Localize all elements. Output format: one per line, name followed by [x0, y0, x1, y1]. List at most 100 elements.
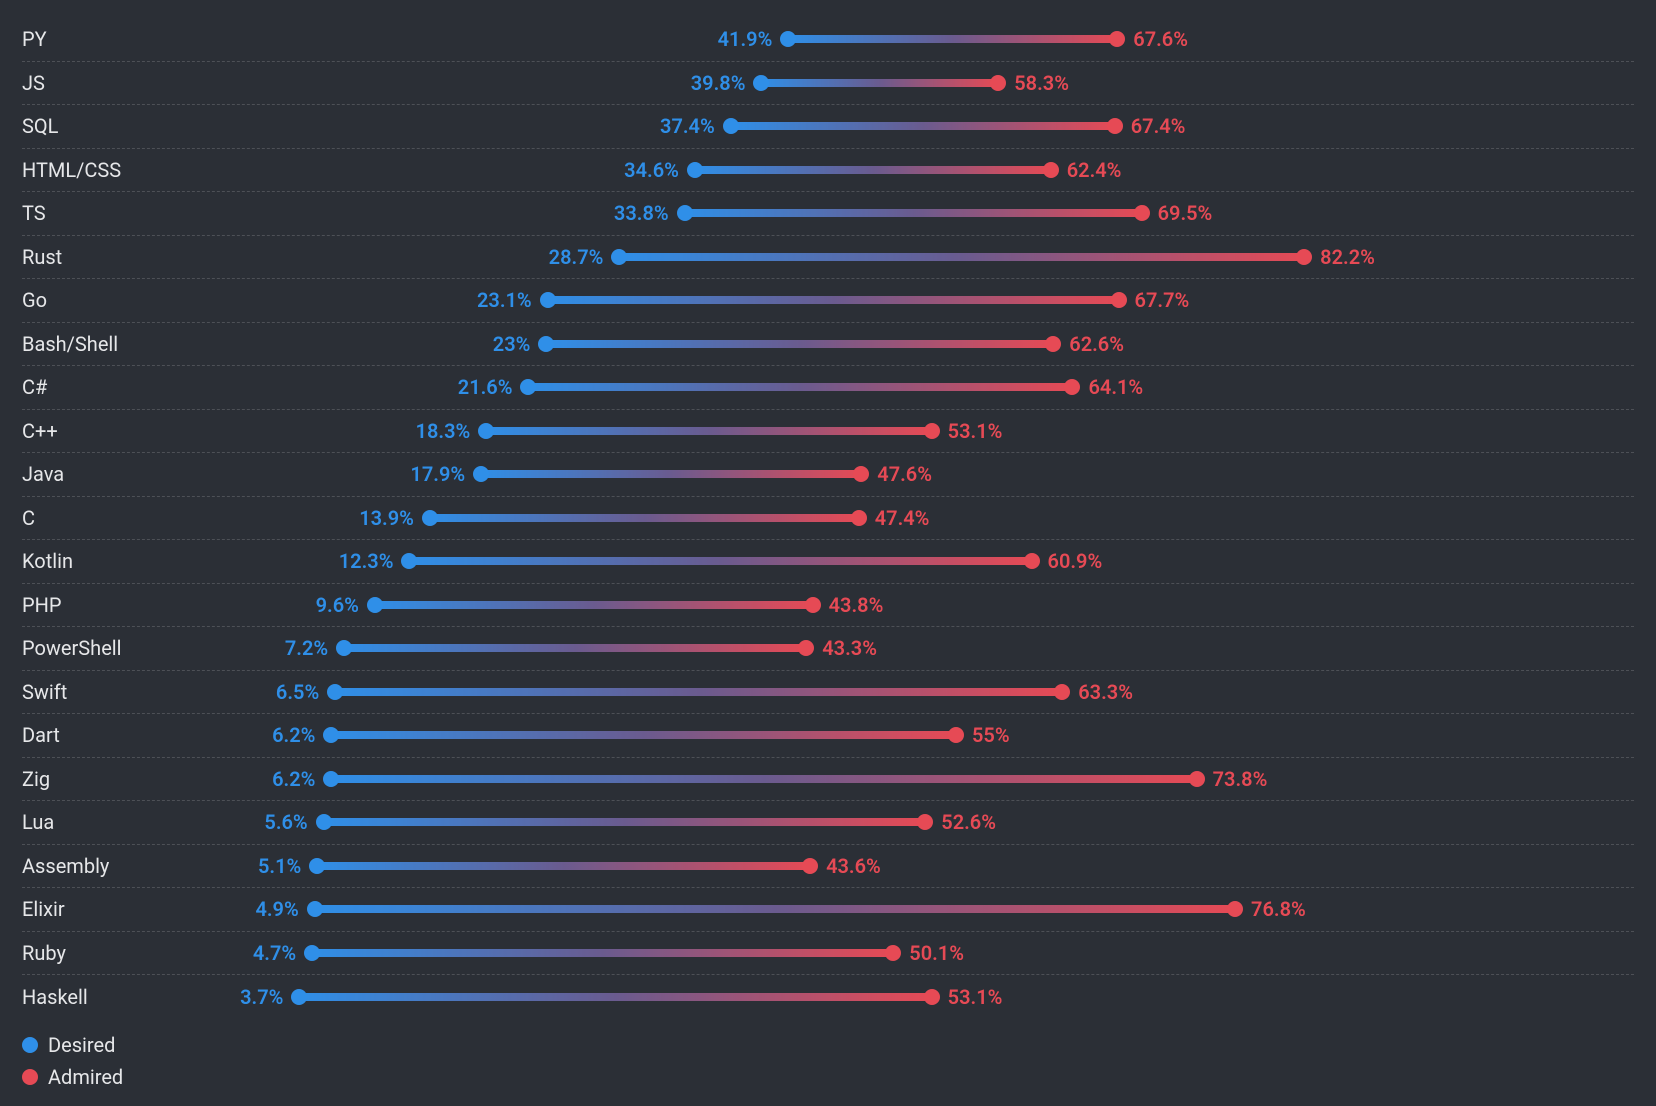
admired-value: 52.6% [941, 810, 996, 834]
desired-dot [540, 292, 556, 308]
admired-value: 62.6% [1069, 332, 1124, 356]
row-label: SQL [22, 114, 58, 138]
legend-item-admired: Admired [22, 1061, 1634, 1093]
chart-row: Dart 6.2% 55% [22, 714, 1634, 758]
admired-dot [1043, 162, 1059, 178]
admired-dot [802, 858, 818, 874]
admired-dot [990, 75, 1006, 91]
admired-value: 53.1% [948, 419, 1003, 443]
admired-value: 55% [972, 723, 1010, 747]
row-label: Go [22, 288, 47, 312]
connector-bar [335, 688, 1062, 696]
desired-dot [538, 336, 554, 352]
row-label: C [22, 506, 35, 530]
desired-dot [723, 118, 739, 134]
admired-value: 69.5% [1158, 201, 1213, 225]
row-label: Assembly [22, 854, 109, 878]
admired-value: 67.6% [1133, 27, 1188, 51]
connector-bar [375, 601, 813, 609]
admired-dot [1189, 771, 1205, 787]
desired-dot [687, 162, 703, 178]
chart-rows: PY41.9%67.6%JS39.8%58.3%SQL37.4%67.4%HTM… [22, 18, 1634, 1019]
desired-value: 4.9% [255, 897, 298, 921]
desired-value: 18.3% [416, 419, 471, 443]
admired-value: 73.8% [1213, 767, 1268, 791]
connector-bar [486, 427, 931, 435]
admired-dot [1134, 205, 1150, 221]
chart-row: Assembly5.1%43.6% [22, 845, 1634, 889]
desired-dot [422, 510, 438, 526]
connector-bar [695, 166, 1051, 174]
admired-value: 43.8% [829, 593, 884, 617]
chart-row: Ruby4.7%50.1% [22, 932, 1634, 976]
desired-dot [753, 75, 769, 91]
connector-bar [299, 993, 931, 1001]
admired-value: 60.9% [1048, 549, 1103, 573]
row-label: C++ [22, 419, 58, 443]
row-label: Java [22, 462, 64, 486]
row-label: Kotlin [22, 549, 73, 573]
chart-row: Elixir4.9%76.8% [22, 888, 1634, 932]
desired-value: 4.7% [253, 941, 296, 965]
admired-value: 76.8% [1251, 897, 1306, 921]
admired-dot [1296, 249, 1312, 265]
desired-dot [677, 205, 693, 221]
desired-dot [611, 249, 627, 265]
chart-row: JS39.8%58.3% [22, 62, 1634, 106]
connector-bar [788, 35, 1117, 43]
desired-dot [307, 901, 323, 917]
connector-bar [324, 818, 926, 826]
connector-bar [317, 862, 810, 870]
desired-value: 34.6% [624, 158, 679, 182]
desired-dot [367, 597, 383, 613]
desired-dot [327, 684, 343, 700]
row-label: Bash/Shell [22, 332, 118, 356]
row-label: TS [22, 201, 46, 225]
connector-bar [548, 296, 1119, 304]
row-label: JS [22, 71, 45, 95]
row-label: Dart [22, 723, 60, 747]
admired-dot [1064, 379, 1080, 395]
desired-value: 5.1% [258, 854, 301, 878]
desired-dot [323, 771, 339, 787]
connector-bar [528, 383, 1072, 391]
desired-dot [316, 814, 332, 830]
admired-dot [1227, 901, 1243, 917]
desired-dot [780, 31, 796, 47]
chart-row: SQL37.4%67.4% [22, 105, 1634, 149]
connector-bar [619, 253, 1304, 261]
chart-row: Swift6.5%63.3% [22, 671, 1634, 715]
desired-value: 33.8% [614, 201, 669, 225]
admired-value: 67.7% [1135, 288, 1190, 312]
desired-dot [336, 640, 352, 656]
row-label: Zig [22, 767, 50, 791]
admired-dot [853, 466, 869, 482]
chart-row: Go 23.1% 67.7% [22, 279, 1634, 323]
dumbbell-chart: PY41.9%67.6%JS39.8%58.3%SQL37.4%67.4%HTM… [0, 0, 1656, 1105]
desired-value: 17.9% [410, 462, 465, 486]
chart-row: Haskell3.7%53.1% [22, 975, 1634, 1019]
chart-row: C++ 18.3% 53.1% [22, 410, 1634, 454]
desired-dot [309, 858, 325, 874]
admired-value: 63.3% [1078, 680, 1133, 704]
chart-row: TS 33.8% 69.5% [22, 192, 1634, 236]
connector-bar [546, 340, 1053, 348]
desired-value: 41.9% [718, 27, 773, 51]
admired-dot [924, 423, 940, 439]
desired-value: 23% [493, 332, 531, 356]
admired-legend-dot [22, 1069, 38, 1085]
admired-dot [1024, 553, 1040, 569]
admired-dot [805, 597, 821, 613]
admired-value: 58.3% [1014, 71, 1069, 95]
legend-item-desired: Desired [22, 1029, 1634, 1061]
desired-dot [520, 379, 536, 395]
desired-value: 21.6% [458, 375, 513, 399]
desired-value: 6.2% [272, 723, 315, 747]
desired-value: 23.1% [477, 288, 532, 312]
desired-dot [304, 945, 320, 961]
connector-bar [430, 514, 859, 522]
desired-value: 7.2% [285, 636, 328, 660]
row-label: Rust [22, 245, 62, 269]
connector-bar [685, 209, 1142, 217]
desired-value: 6.5% [276, 680, 319, 704]
